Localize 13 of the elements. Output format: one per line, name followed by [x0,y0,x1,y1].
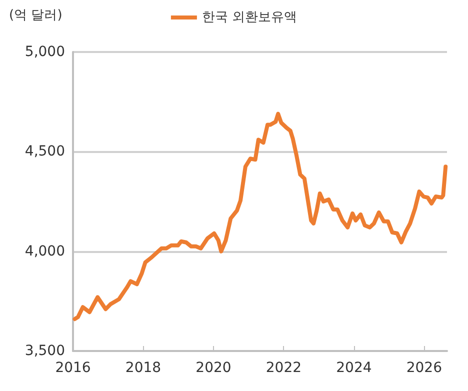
x-tick-label: 2016 [55,360,91,376]
x-tick-label: 2018 [125,360,162,376]
y-tick-label: 3,500 [24,343,65,359]
line-series [72,112,448,322]
y-tick-label: 4,500 [24,144,65,160]
y-axis-title: (억 달러) [9,8,62,23]
legend-label: 한국 외환보유액 [202,10,298,25]
y-tick-label: 5,000 [24,44,65,60]
x-tick-label: 2020 [196,360,232,376]
x-tick-label: 2024 [336,360,372,376]
x-tick-label: 2026 [406,360,442,376]
y-tick-label: 4,000 [24,243,65,260]
x-tick-label: 2022 [266,360,302,376]
